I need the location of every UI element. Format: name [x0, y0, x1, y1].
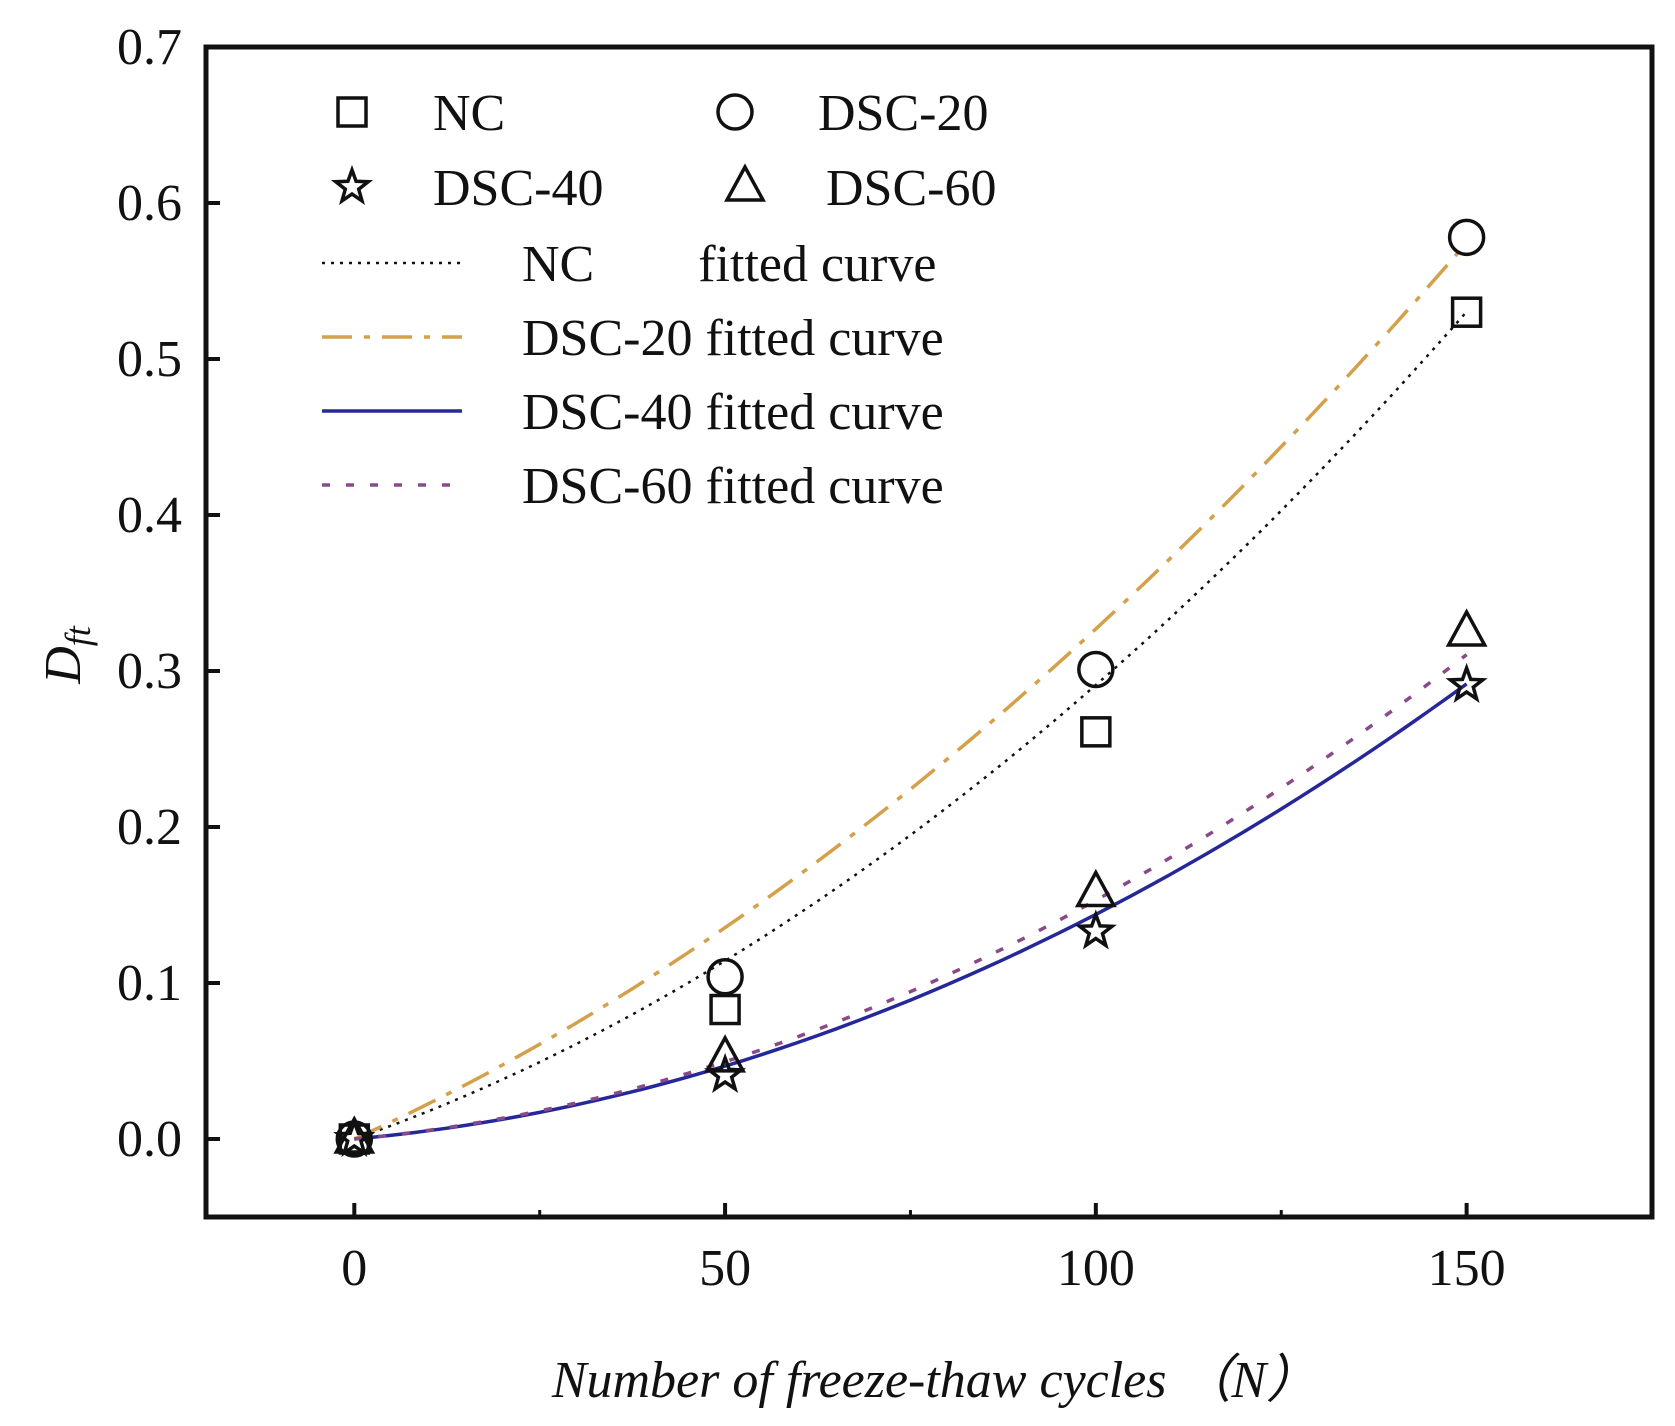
data-point-star-0	[333, 1116, 376, 1157]
data-point-circle-3	[1447, 218, 1486, 257]
y-tick-label: 0.6	[117, 175, 182, 232]
data-point-circle-2	[1077, 650, 1115, 689]
plot-frame	[203, 44, 1655, 1220]
x-tick-label: 100	[1057, 1240, 1135, 1297]
legend-label: NC fitted curve	[522, 236, 936, 293]
y-tick-label: 0.7	[117, 19, 182, 76]
data-point-star-2	[1074, 909, 1117, 950]
x-tick-label: 150	[1428, 1240, 1506, 1297]
legend-label: DSC-20 fitted curve	[522, 310, 944, 367]
fitted-curve-1	[353, 241, 1468, 1141]
data-point-square-2	[1080, 716, 1112, 748]
legend-marker-circle	[716, 93, 754, 131]
x-tick-label: 50	[699, 1240, 751, 1297]
fitted-curves	[353, 241, 1468, 1141]
fitted-curve-3	[354, 653, 1468, 1141]
legend-label: DSC-60 fitted curve	[522, 458, 944, 515]
y-axis-title-subscript: ft	[58, 625, 98, 646]
legend-marker-square	[336, 96, 368, 128]
y-tick-label: 0.5	[117, 331, 182, 388]
y-axis-title: Dft	[35, 625, 98, 685]
y-tick-label: 0.4	[117, 487, 182, 544]
data-point-triangle-2	[1074, 868, 1117, 908]
legend-label: DSC-60	[826, 160, 996, 217]
legend: NC DSC-20 DSC-40 DSC-60 NC fitted curve DSC-2…	[322, 85, 996, 515]
data-markers	[333, 218, 1488, 1158]
legend-marker-star	[330, 164, 374, 205]
data-point-circle-1	[706, 958, 744, 996]
data-point-triangle-1	[704, 1034, 747, 1073]
legend-marker-triangle	[724, 163, 766, 202]
x-axis-title: Number of freeze-thaw cycles （N）	[551, 1352, 1318, 1409]
data-point-square-3	[1450, 296, 1483, 328]
legend-label: NC	[433, 85, 505, 142]
y-tick-label: 0.3	[117, 643, 182, 700]
fitted-curve-2	[354, 682, 1468, 1141]
x-tick-label: 0	[341, 1240, 367, 1297]
data-point-square-1	[709, 993, 741, 1026]
data-point-star-3	[1445, 662, 1488, 703]
y-tick-label: 0.0	[117, 1111, 182, 1168]
y-axis-title-main: D	[35, 646, 92, 685]
legend-label: DSC-40 fitted curve	[522, 384, 944, 441]
legend-label: DSC-20	[818, 85, 988, 142]
data-point-triangle-3	[1445, 608, 1488, 647]
axis-ticks: 0 50 100 150 0.0 0.1 0.2 0.3 0.4 0.5 0.6 0.7	[117, 19, 1506, 1297]
fitted-curve-0	[353, 310, 1468, 1141]
y-tick-label: 0.1	[117, 955, 182, 1012]
data-point-triangle-0	[333, 1115, 376, 1154]
y-tick-label: 0.2	[117, 799, 182, 856]
legend-label: DSC-40	[433, 160, 603, 217]
